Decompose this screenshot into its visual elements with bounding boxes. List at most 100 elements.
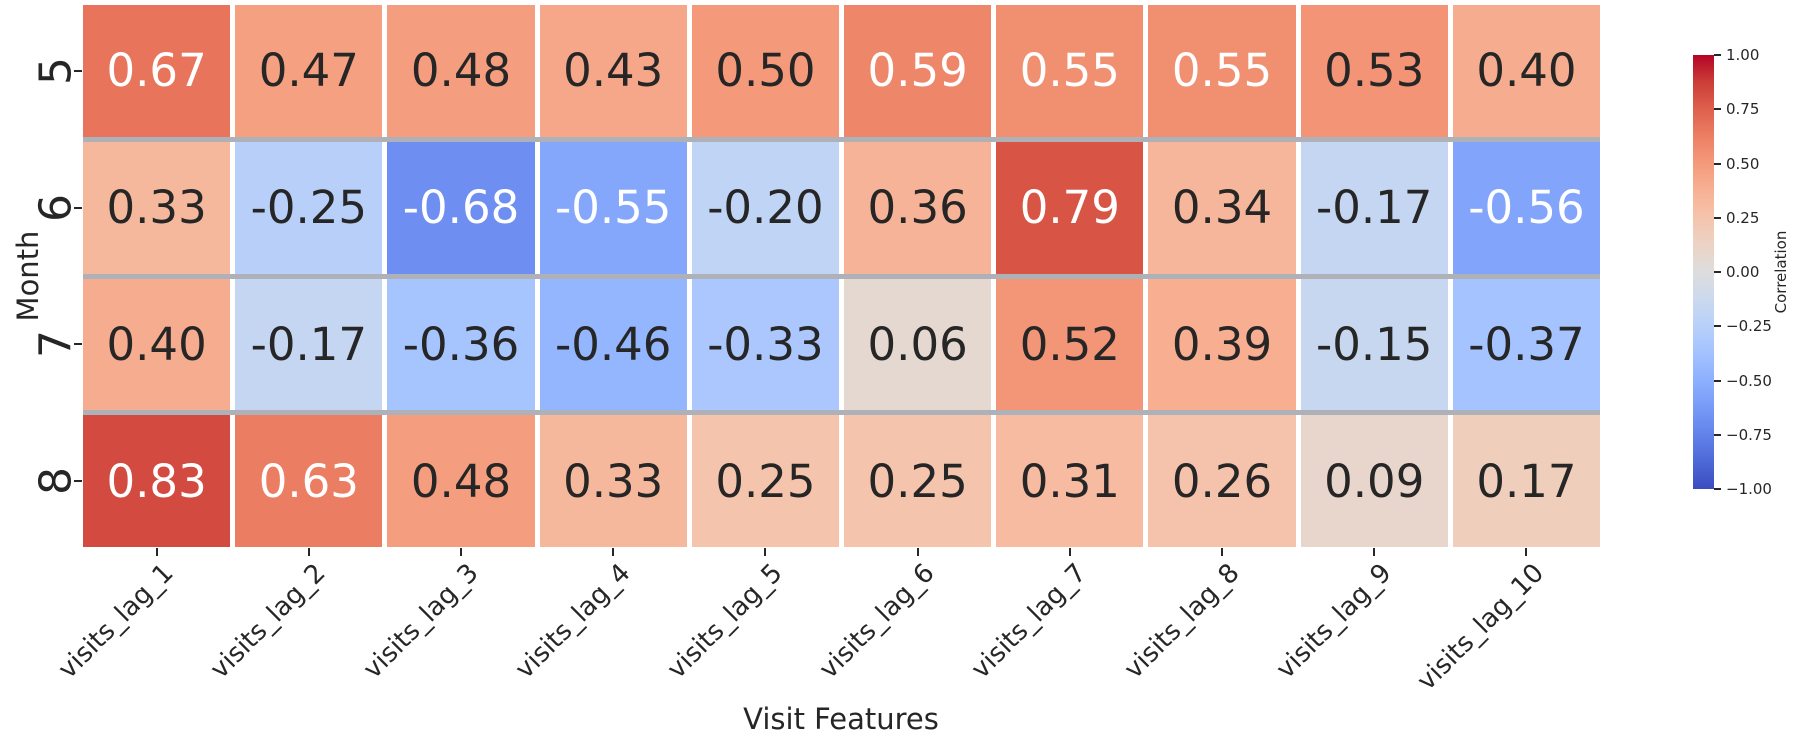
colorbar-tick-mark	[1714, 271, 1721, 273]
colorbar-gradient	[1693, 55, 1714, 489]
heatmap-cell: 0.53	[1300, 5, 1448, 137]
heatmap-cell: -0.20	[691, 141, 840, 274]
heatmap-cell: 0.55	[996, 5, 1144, 137]
heatmap-cell: 0.63	[235, 415, 383, 547]
heatmap-cell: 0.67	[83, 5, 231, 137]
cell-value: -0.56	[1468, 181, 1585, 235]
heatmap-cell: -0.37	[1452, 278, 1601, 411]
x-tick-label: visits_lag_10	[1411, 558, 1550, 697]
heatmap-cell: 0.43	[539, 5, 687, 137]
heatmap-cell: 0.33	[539, 415, 687, 547]
cell-value: 0.79	[1019, 181, 1120, 235]
cell-value: 0.06	[867, 317, 968, 371]
cell-value: 0.63	[258, 454, 359, 508]
row-separator	[83, 273, 1600, 279]
cell-value: -0.68	[402, 181, 520, 235]
cell-value: 0.25	[867, 454, 968, 508]
heatmap-cell: 0.55	[1148, 5, 1296, 137]
cell-value: 0.36	[867, 181, 968, 235]
x-tick-label: visits_lag_9	[1270, 558, 1398, 685]
cell-value: 0.17	[1476, 454, 1577, 508]
heatmap-grid: 0.67 0.47 0.48 0.43 0.50 0.59 0.55 0.55 0.53 0.40…	[83, 5, 1601, 547]
cell-value: -0.33	[707, 317, 824, 371]
colorbar-label: Correlation	[1772, 230, 1790, 314]
x-tick-label: visits_lag_2	[205, 558, 333, 685]
x-tick-mark	[460, 548, 462, 556]
colorbar-tick-mark	[1714, 488, 1721, 490]
cell-value: 0.33	[106, 181, 207, 235]
cell-value: 0.33	[563, 454, 664, 508]
colorbar-tick-mark	[1714, 379, 1721, 382]
x-tick-mark	[916, 548, 919, 556]
y-tick-label: 7	[30, 330, 82, 359]
heatmap-cell: 0.25	[691, 415, 840, 547]
colorbar-tick-label: −0.25	[1726, 317, 1772, 336]
heatmap-cell: 0.79	[996, 141, 1144, 274]
heatmap-cell: 0.40	[83, 278, 231, 411]
x-tick-mark	[1373, 548, 1376, 556]
y-tick-mark	[74, 480, 82, 483]
x-tick-mark	[612, 548, 615, 556]
heatmap-cell: 0.39	[1148, 278, 1296, 411]
cell-value: -0.17	[1316, 181, 1433, 235]
colorbar-tick-mark	[1714, 108, 1721, 111]
cell-value: 0.83	[106, 454, 207, 508]
heatmap-cell: -0.33	[691, 278, 840, 411]
colorbar-tick-label: 0.25	[1726, 208, 1760, 227]
x-tick-label: visits_lag_3	[357, 558, 485, 685]
heatmap-cell: 0.36	[844, 141, 992, 274]
colorbar-tick-mark	[1714, 162, 1721, 165]
colorbar-tick-mark	[1714, 54, 1721, 56]
x-tick-mark	[1525, 548, 1528, 556]
cell-value: -0.36	[402, 317, 520, 371]
heatmap-row: 0.83 0.63 0.48 0.33 0.25 0.25 0.31 0.26 0.09 0.17	[83, 415, 1601, 547]
x-tick-label: visits_lag_7	[966, 558, 1094, 685]
cell-value: 0.43	[563, 44, 664, 98]
cell-value: -0.37	[1468, 317, 1585, 371]
x-axis-label: Visit Features	[743, 702, 939, 736]
x-tick-label: visits_lag_8	[1118, 558, 1246, 685]
colorbar-tick-label: 0.50	[1726, 154, 1760, 173]
cell-value: 0.55	[1171, 44, 1273, 98]
heatmap-cell: -0.55	[539, 141, 687, 274]
cell-value: 0.55	[1019, 44, 1120, 98]
heatmap-cell: 0.31	[996, 415, 1144, 547]
row-separator	[83, 136, 1600, 142]
cell-value: 0.25	[715, 454, 816, 508]
y-tick-label: 8	[30, 467, 82, 496]
cell-value: -0.55	[554, 181, 672, 235]
cell-value: 0.40	[1476, 44, 1577, 98]
heatmap-cell: -0.56	[1452, 141, 1601, 274]
colorbar-tick-label: −1.00	[1726, 480, 1772, 498]
y-tick-label: 6	[30, 193, 82, 222]
cell-value: 0.50	[715, 44, 816, 98]
cell-value: 0.48	[410, 44, 512, 98]
cell-value: 0.26	[1171, 454, 1273, 508]
cell-value: 0.31	[1019, 454, 1120, 508]
row-separator	[83, 410, 1600, 416]
cell-value: 0.09	[1324, 454, 1425, 508]
y-tick-label: 5	[30, 56, 82, 85]
heatmap-cell: 0.34	[1148, 141, 1296, 274]
heatmap-cell: 0.48	[387, 5, 535, 137]
heatmap-cell: 0.25	[844, 415, 992, 547]
cell-value: -0.20	[707, 181, 824, 235]
x-tick-label: visits_lag_1	[53, 558, 180, 685]
x-tick-label: visits_lag_6	[814, 558, 941, 685]
colorbar-tick-label: −0.50	[1726, 371, 1772, 390]
heatmap-cell: 0.26	[1148, 415, 1296, 547]
heatmap-row: 0.33 -0.25 -0.68 -0.55 -0.20 0.36 0.79 0.34 -0.1…	[83, 141, 1601, 274]
colorbar-tick-label: −0.75	[1726, 425, 1772, 444]
x-tick-label: visits_lag_4	[509, 558, 637, 685]
heatmap-cell: -0.17	[235, 278, 383, 411]
heatmap-cell: 0.40	[1452, 5, 1601, 137]
cell-value: 0.47	[258, 44, 359, 98]
heatmap-cell: 0.50	[691, 5, 840, 137]
colorbar-tick-label: 0.75	[1726, 100, 1760, 119]
heatmap-cell: -0.36	[387, 278, 535, 411]
heatmap-cell: 0.59	[844, 5, 992, 137]
heatmap-cell: 0.47	[235, 5, 383, 137]
y-tick-mark	[74, 69, 82, 72]
cell-value: 0.67	[106, 44, 207, 98]
